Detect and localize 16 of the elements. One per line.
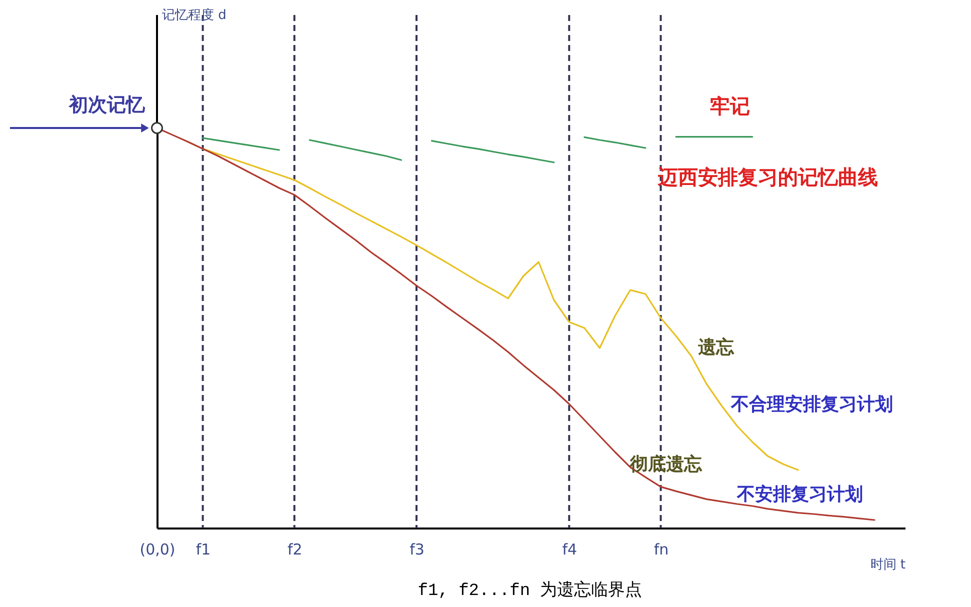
- annotation: 彻底遗忘: [629, 454, 703, 475]
- text: 初次记忆: [68, 94, 146, 116]
- text: 牢记: [710, 94, 750, 118]
- text: 记忆程度 d: [162, 7, 226, 23]
- x-tick-label: f3: [410, 540, 424, 558]
- x-axis-title: 时间 t: [870, 558, 906, 572]
- annotation: 不合理安排复习计划: [730, 394, 893, 415]
- x-tick-label: f4: [562, 540, 578, 558]
- annotation: 遗忘: [697, 337, 735, 358]
- x-tick-label: (0,0): [140, 540, 176, 558]
- annotation: 不安排复习计划: [736, 484, 863, 505]
- annotation: 迈西安排复习的记忆曲线: [657, 165, 878, 189]
- x-tick-label: f1: [196, 540, 211, 558]
- x-tick-label: f2: [287, 540, 302, 558]
- text: f1, f2...fn 为遗忘临界点: [418, 580, 642, 601]
- x-tick-label: fn: [654, 540, 669, 558]
